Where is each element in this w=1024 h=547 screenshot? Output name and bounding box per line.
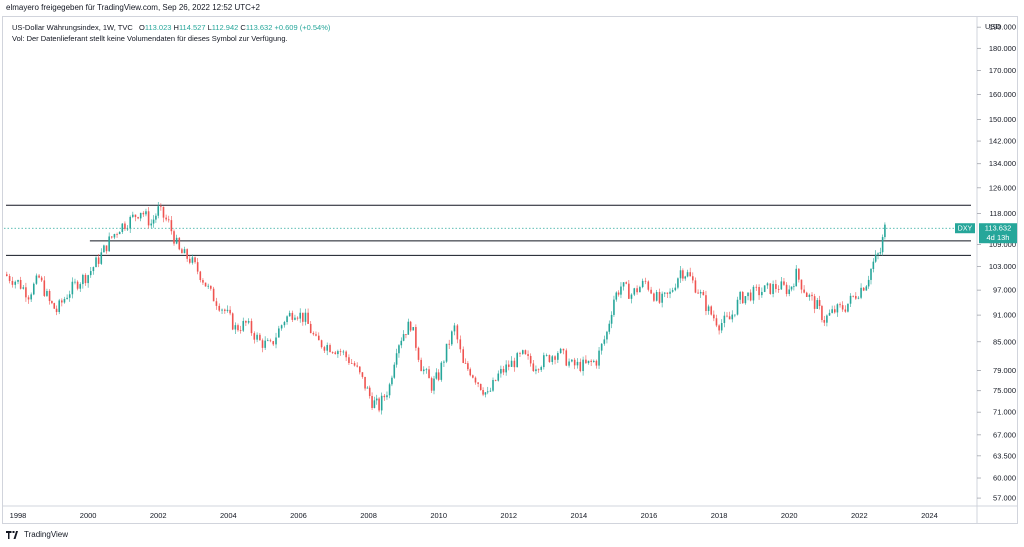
legend-open-label: O [139,23,145,32]
footer-brand-text: TradingView [24,530,69,539]
chart-frame[interactable] [2,16,1018,524]
shared-by-header: elmayero freigegeben für TradingView.com… [6,3,261,12]
legend-symbol: US-Dollar Währungsindex, 1W, TVC [12,23,133,32]
legend-close-value: 113.632 [245,23,273,32]
legend-low-label: L [207,23,212,32]
legend-high-label: H [173,23,179,32]
legend-volume-note: Vol: Der Datenlieferant stellt keine Vol… [12,34,288,43]
footer-branding: TradingView [6,530,68,539]
legend-change: +0.609 (+0.54%) [274,23,331,32]
legend-high-value: 114.527 [178,23,206,32]
legend-low-value: 112.942 [211,23,239,32]
tradingview-logo-icon [6,530,18,539]
currency-label: USD [985,22,1001,31]
chart-legend: US-Dollar Währungsindex, 1W, TVC O113.02… [12,22,330,44]
legend-open-value: 113.023 [144,23,172,32]
legend-ohlc-row: US-Dollar Währungsindex, 1W, TVC O113.02… [12,22,330,33]
legend-close-label: C [240,23,246,32]
